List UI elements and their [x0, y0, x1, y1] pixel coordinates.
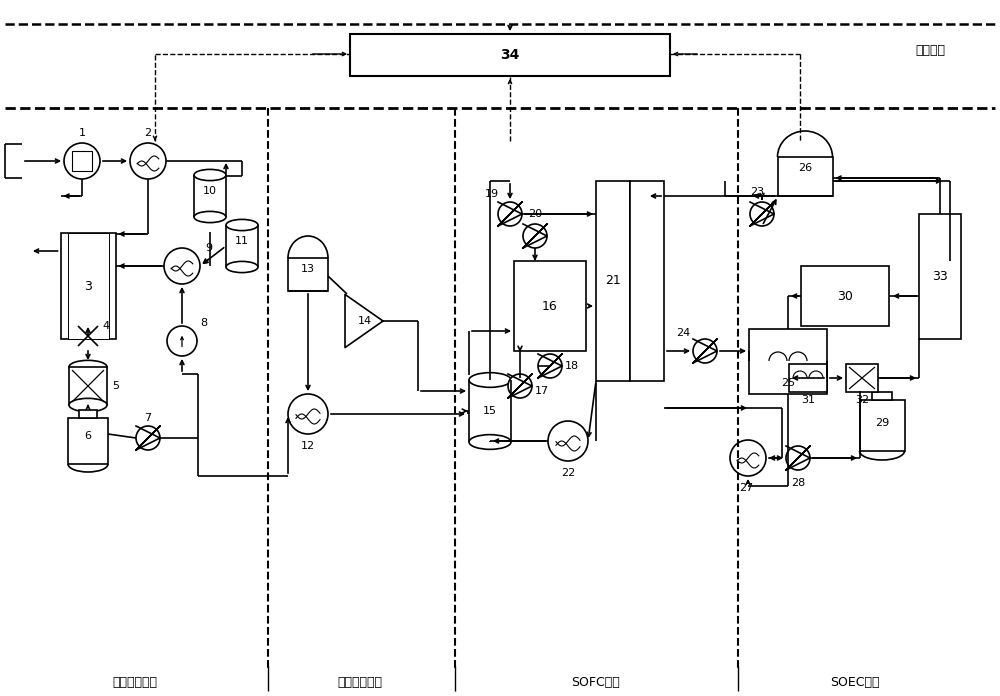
Text: 34: 34 [500, 48, 520, 62]
Text: 电网控制: 电网控制 [915, 45, 945, 58]
Text: 31: 31 [801, 395, 815, 405]
Text: 1: 1 [78, 128, 86, 138]
Circle shape [750, 202, 774, 226]
Bar [860, 400, 904, 451]
Text: 25: 25 [781, 378, 795, 388]
Circle shape [508, 374, 532, 398]
Text: 28: 28 [791, 478, 805, 488]
Text: 26: 26 [798, 163, 812, 173]
Bar [789, 364, 827, 392]
Circle shape [730, 440, 766, 476]
Bar [288, 258, 328, 291]
Text: 20: 20 [528, 209, 542, 219]
Bar [801, 266, 889, 326]
Bar [749, 329, 827, 393]
Ellipse shape [194, 212, 226, 223]
Text: 5: 5 [113, 381, 120, 391]
Bar [79, 410, 97, 418]
Circle shape [548, 421, 588, 461]
Polygon shape [345, 294, 383, 347]
Text: 17: 17 [535, 386, 549, 396]
Ellipse shape [226, 219, 258, 230]
Bar [68, 418, 108, 464]
Text: 液化空气储能: 液化空气储能 [112, 676, 158, 688]
Bar [596, 181, 630, 381]
Circle shape [136, 426, 160, 450]
Bar [630, 181, 664, 381]
Text: 3: 3 [84, 280, 92, 292]
Bar [778, 157, 833, 196]
Text: 9: 9 [205, 243, 213, 253]
Circle shape [538, 354, 562, 378]
Text: 13: 13 [301, 264, 315, 274]
Circle shape [130, 143, 166, 179]
Text: 30: 30 [837, 290, 853, 303]
Circle shape [693, 339, 717, 363]
Ellipse shape [69, 398, 107, 411]
Text: 2: 2 [144, 128, 152, 138]
Text: 32: 32 [855, 395, 869, 405]
Text: 23: 23 [750, 187, 764, 197]
Ellipse shape [69, 361, 107, 374]
Text: 燃气轮机发电: 燃气轮机发电 [338, 676, 382, 688]
Text: 10: 10 [203, 186, 217, 196]
Ellipse shape [469, 372, 511, 388]
Circle shape [64, 143, 100, 179]
Ellipse shape [226, 262, 258, 273]
Bar [919, 214, 961, 338]
Circle shape [523, 224, 547, 248]
Bar [350, 34, 670, 76]
Text: SOEC储能: SOEC储能 [830, 676, 880, 688]
Text: 12: 12 [301, 441, 315, 451]
Text: 18: 18 [565, 361, 579, 371]
Circle shape [164, 248, 200, 284]
Text: 33: 33 [932, 269, 948, 283]
Bar [72, 151, 92, 171]
Circle shape [167, 326, 197, 356]
Text: 16: 16 [542, 299, 558, 313]
Bar [60, 233, 116, 338]
Text: 15: 15 [483, 406, 497, 416]
Bar [514, 261, 586, 351]
Text: 8: 8 [200, 318, 208, 328]
Text: 21: 21 [605, 274, 621, 287]
Ellipse shape [469, 434, 511, 450]
Text: 14: 14 [358, 316, 372, 326]
Circle shape [786, 446, 810, 470]
Text: 6: 6 [84, 431, 92, 441]
Text: 11: 11 [235, 236, 249, 246]
Text: 7: 7 [144, 413, 152, 423]
Bar [68, 233, 108, 338]
Text: 19: 19 [485, 189, 499, 199]
Bar [872, 392, 892, 400]
Text: 24: 24 [676, 328, 690, 338]
Circle shape [498, 202, 522, 226]
Bar [69, 367, 107, 405]
Text: 22: 22 [561, 468, 575, 478]
Text: SOFC发电: SOFC发电 [571, 676, 619, 688]
Circle shape [288, 394, 328, 434]
Bar [846, 364, 878, 392]
Text: 27: 27 [739, 483, 753, 493]
Text: 4: 4 [102, 321, 110, 331]
Text: 29: 29 [875, 418, 889, 428]
Ellipse shape [194, 169, 226, 180]
